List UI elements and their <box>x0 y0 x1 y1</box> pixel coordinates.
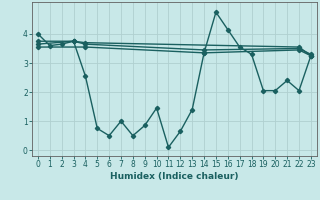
X-axis label: Humidex (Indice chaleur): Humidex (Indice chaleur) <box>110 172 239 181</box>
